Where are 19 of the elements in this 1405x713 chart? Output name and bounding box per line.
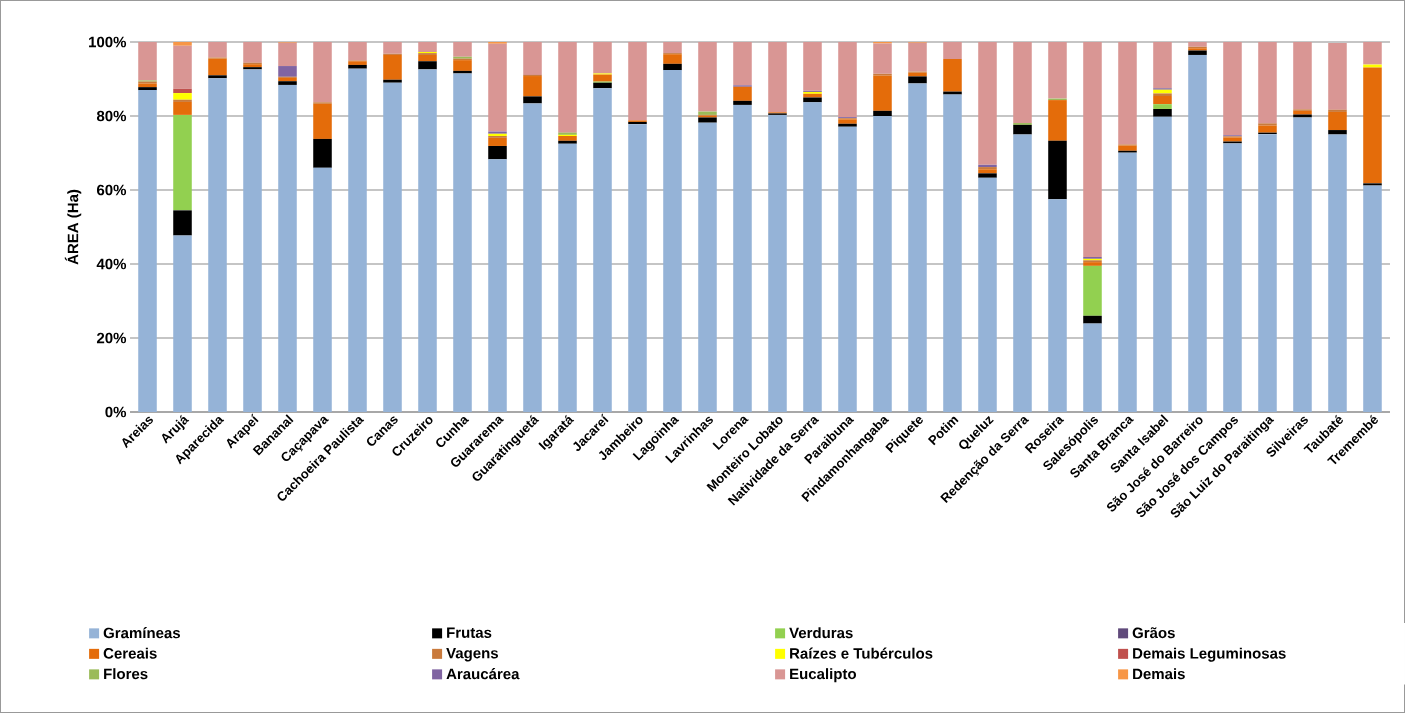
legend-label: Demais Leguminosas: [1133, 647, 1286, 662]
legend-label: Cereais: [103, 647, 157, 659]
legend-label: Frutas: [447, 627, 492, 638]
legend-label: Raízes e Tubérculos: [790, 647, 933, 659]
legend-label: Grãos: [1132, 627, 1175, 639]
legend-label: Eucalipto: [790, 668, 857, 683]
legend-label: Flores: [104, 668, 148, 680]
legend-label: Vagens: [446, 647, 499, 662]
legend-label: Gramíneas: [103, 627, 181, 639]
y-tick-label: 40%: [96, 258, 127, 270]
legend-label: Araucárea: [446, 668, 520, 680]
y-tick-label: 20%: [96, 332, 127, 344]
legend-label: Verduras: [789, 627, 853, 639]
y-tick-label: 100%: [89, 36, 127, 48]
y-tick-label: 60%: [97, 184, 127, 196]
y-tick-label: 80%: [96, 110, 127, 122]
y-tick-label: 0%: [105, 406, 127, 418]
y-axis-title: ÁREA (Ha): [64, 189, 82, 265]
legend-label: Demais: [1133, 668, 1185, 680]
